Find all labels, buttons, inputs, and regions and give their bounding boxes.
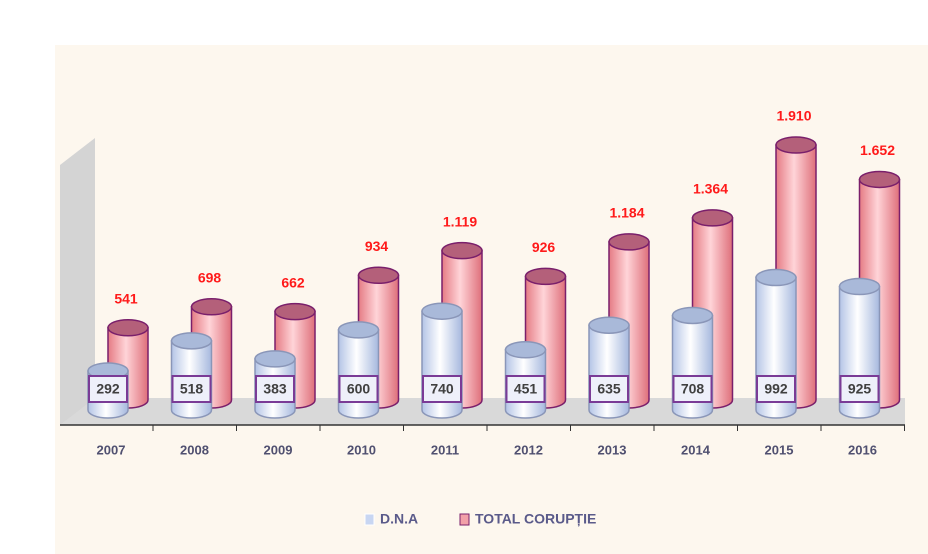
data-label: 541 <box>114 290 138 306</box>
cylinder-top <box>337 321 380 339</box>
data-label: 1.364 <box>693 181 728 197</box>
x-tick-label: 2011 <box>431 442 459 457</box>
x-tick-label: 2013 <box>598 442 627 457</box>
x-tick-label: 2015 <box>765 442 794 457</box>
legend-label: D.N.A <box>380 511 418 527</box>
data-label: 698 <box>198 270 222 286</box>
cylinder-top <box>504 341 547 359</box>
data-label: 992 <box>764 381 788 397</box>
data-label: 934 <box>365 238 389 254</box>
data-label: 662 <box>281 274 305 290</box>
legend-swatch <box>459 513 470 526</box>
legend-swatch <box>364 513 375 526</box>
data-label-box <box>505 375 546 403</box>
x-tick-label: 2008 <box>180 442 209 457</box>
cylinder-top <box>755 268 797 287</box>
x-tick-label: 2009 <box>264 442 293 457</box>
cylinder-top <box>357 266 400 285</box>
data-label: 1.119 <box>443 213 477 229</box>
side-wall <box>60 138 95 425</box>
x-tick-label: 2010 <box>347 442 376 457</box>
x-tick-label: 2007 <box>97 442 126 457</box>
data-label-box <box>672 375 713 403</box>
cylinder-top <box>858 170 901 189</box>
cylinder <box>337 329 380 419</box>
data-label: 926 <box>532 239 556 255</box>
data-label-box <box>255 375 295 403</box>
cylinder-top <box>107 319 149 337</box>
data-label: 292 <box>96 381 120 397</box>
cylinder-top <box>441 241 483 260</box>
data-label-box <box>756 375 796 403</box>
data-label: 518 <box>180 381 204 397</box>
data-label-box <box>589 375 629 403</box>
data-label: 740 <box>430 381 454 397</box>
legend-label: TOTAL CORUPȚIE <box>475 511 596 527</box>
cylinder-top <box>274 302 316 321</box>
data-label: 451 <box>514 381 538 397</box>
data-label-box <box>338 375 379 403</box>
cylinder-top <box>524 267 567 286</box>
x-tick-label: 2012 <box>514 442 543 457</box>
x-tick-label: 2016 <box>848 442 877 457</box>
cylinder-top <box>671 306 714 325</box>
cylinder-top <box>170 332 213 350</box>
data-label: 600 <box>347 381 371 397</box>
cylinder-top <box>588 316 630 334</box>
cylinder-top <box>421 302 463 320</box>
data-label: 925 <box>848 381 872 397</box>
cylinder-top <box>254 350 296 368</box>
data-label: 708 <box>681 381 705 397</box>
data-label: 635 <box>597 381 621 397</box>
data-label-box <box>88 375 128 403</box>
data-label: 1.910 <box>776 108 811 124</box>
x-tick-label: 2014 <box>681 442 711 457</box>
data-label-box <box>422 375 462 403</box>
cylinder-top <box>190 298 233 316</box>
data-label: 383 <box>263 381 287 397</box>
cylinder <box>588 324 630 419</box>
cylinder-top <box>775 136 817 154</box>
data-label: 1.184 <box>609 205 644 221</box>
cylinder-top <box>691 209 734 227</box>
cylinder-top <box>838 277 881 296</box>
data-label: 1.652 <box>860 142 895 158</box>
marks: 2007 541 292 2008 698 518 2009 662 383 2010 934 600… <box>87 108 905 457</box>
data-label-box <box>839 375 880 403</box>
data-label-box <box>171 375 212 403</box>
cylinder-top <box>608 233 650 251</box>
